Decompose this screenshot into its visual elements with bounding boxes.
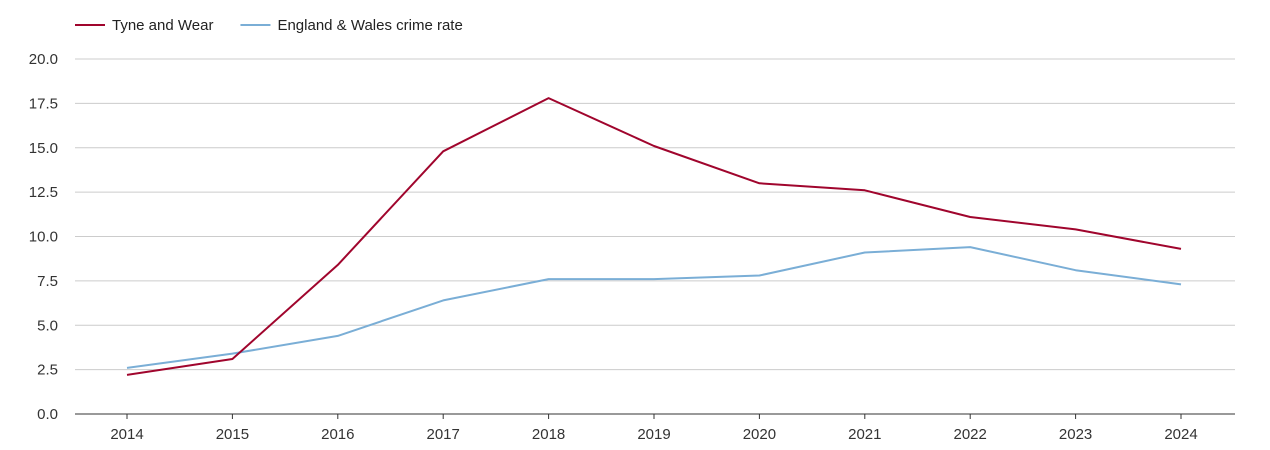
x-axis: 2014 2015 2016 2017 2018 2019 2020 2021 2022 2023… <box>75 413 1235 443</box>
y-tick-label: 0.0 <box>37 406 58 423</box>
x-tick-label: 2024 <box>1164 426 1197 443</box>
gridlines <box>75 58 1235 371</box>
x-tick-label: 2014 <box>110 426 143 443</box>
y-tick-label: 2.5 <box>37 362 58 379</box>
x-tick-label: 2019 <box>637 426 670 443</box>
x-tick-label: 2016 <box>321 426 354 443</box>
y-axis: 0.0 2.5 5.0 7.5 10.0 12.5 15.0 17.5 20.0 <box>29 51 58 423</box>
x-tick-label: 2022 <box>954 426 987 443</box>
x-tick-label: 2015 <box>216 426 249 443</box>
series-line-0 <box>126 97 1182 376</box>
chart-legend: Tyne and Wear England & Wales crime rate <box>75 17 463 34</box>
x-tick-label: 2018 <box>532 426 565 443</box>
y-tick-label: 17.5 <box>29 95 58 112</box>
x-tick-label: 2017 <box>427 426 460 443</box>
x-tick-label: 2021 <box>848 426 881 443</box>
legend-label: England & Wales crime rate <box>277 17 462 34</box>
series-lines <box>126 97 1182 376</box>
x-tick-label: 2023 <box>1059 426 1092 443</box>
x-tick-label: 2020 <box>743 426 776 443</box>
y-tick-label: 10.0 <box>29 229 58 246</box>
y-tick-label: 15.0 <box>29 140 58 157</box>
legend-label: Tyne and Wear <box>112 17 213 34</box>
y-tick-label: 7.5 <box>37 273 58 290</box>
y-tick-label: 20.0 <box>29 51 58 68</box>
y-tick-label: 5.0 <box>37 317 58 334</box>
y-tick-label: 12.5 <box>29 184 58 201</box>
series-line-1 <box>126 246 1182 369</box>
